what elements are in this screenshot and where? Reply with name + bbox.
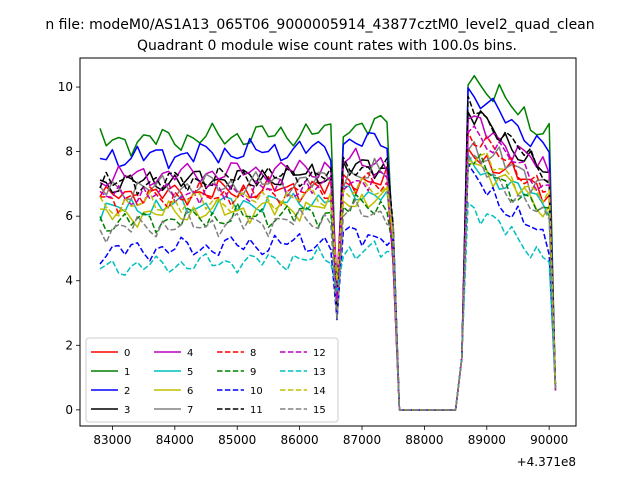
- x-tick-label: 84000: [156, 433, 194, 447]
- x-tick-label: 88000: [405, 433, 443, 447]
- y-tick-label: 0: [65, 403, 73, 417]
- x-tick-label: 90000: [530, 433, 568, 447]
- series-layer: [99, 74, 557, 411]
- chart-suptitle: n file: modeM0/AS1A13_065T06_9000005914_…: [45, 17, 594, 33]
- series-line: [99, 115, 557, 411]
- series-line: [99, 140, 557, 411]
- legend-label: 4: [187, 348, 193, 359]
- legend-label: 5: [187, 367, 193, 378]
- legend-label: 3: [124, 405, 130, 416]
- series-line: [99, 87, 557, 411]
- series-line: [99, 154, 557, 411]
- x-tick-label: 89000: [468, 433, 506, 447]
- legend-label: 0: [124, 348, 130, 359]
- chart-title: Quadrant 0 module wise count rates with …: [137, 38, 517, 54]
- legend-label: 10: [250, 386, 263, 397]
- legend-label: 12: [313, 348, 326, 359]
- legend-label: 1: [124, 367, 130, 378]
- y-tick-label: 4: [65, 274, 73, 288]
- y-tick-label: 8: [65, 145, 73, 159]
- x-tick-label: 85000: [218, 433, 256, 447]
- series-line: [99, 202, 557, 411]
- series-line: [99, 74, 557, 411]
- legend-label: 9: [250, 367, 256, 378]
- series-line: [99, 147, 557, 411]
- x-tick-label: 83000: [93, 433, 131, 447]
- x-tick-label: 87000: [343, 433, 381, 447]
- legend-label: 8: [250, 348, 256, 359]
- legend-label: 7: [187, 405, 193, 416]
- legend-label: 15: [313, 405, 326, 416]
- legend-label: 14: [313, 386, 326, 397]
- series-line: [99, 95, 557, 411]
- legend-label: 13: [313, 367, 326, 378]
- plot-area: 83000 84000 85000 86000 87000 88000 89000 90000…: [58, 57, 577, 447]
- axes-frame: [79, 57, 577, 427]
- y-tick-label: 10: [58, 80, 73, 94]
- legend-label: 2: [124, 386, 130, 397]
- x-tick-label: 86000: [281, 433, 319, 447]
- axes-layer: 83000 84000 85000 86000 87000 88000 89000 90000…: [58, 57, 577, 447]
- y-tick-label: 6: [65, 209, 73, 223]
- legend-label: 11: [250, 405, 263, 416]
- x-offset-label: +4.371e8: [517, 455, 576, 469]
- legend-box: [85, 337, 339, 423]
- y-tick-label: 2: [65, 338, 73, 352]
- series-line: [99, 152, 557, 411]
- series-line: [99, 131, 557, 411]
- legend-label: 6: [187, 386, 193, 397]
